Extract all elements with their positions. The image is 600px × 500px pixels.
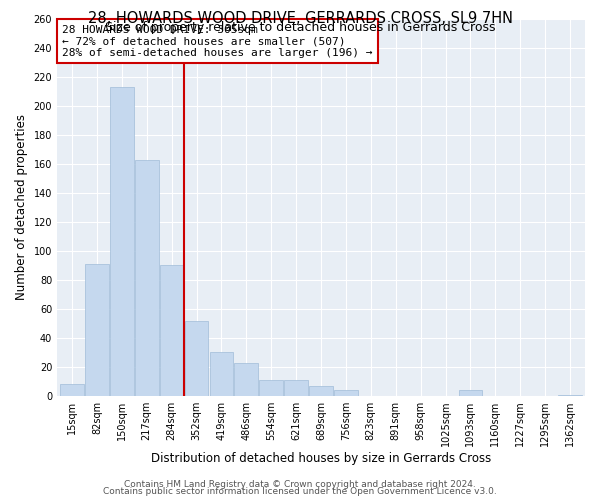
Bar [259, 380, 283, 396]
Bar [110, 87, 134, 396]
Bar [334, 390, 358, 396]
Y-axis label: Number of detached properties: Number of detached properties [15, 114, 28, 300]
Bar [558, 394, 582, 396]
Bar [235, 362, 258, 396]
Bar [85, 264, 109, 396]
Bar [60, 384, 84, 396]
Bar [458, 390, 482, 396]
Text: Contains public sector information licensed under the Open Government Licence v3: Contains public sector information licen… [103, 487, 497, 496]
Bar [160, 266, 184, 396]
Bar [284, 380, 308, 396]
Bar [309, 386, 333, 396]
X-axis label: Distribution of detached houses by size in Gerrards Cross: Distribution of detached houses by size … [151, 452, 491, 465]
Text: Contains HM Land Registry data © Crown copyright and database right 2024.: Contains HM Land Registry data © Crown c… [124, 480, 476, 489]
Text: 28 HOWARDS WOOD DRIVE: 305sqm
← 72% of detached houses are smaller (507)
28% of : 28 HOWARDS WOOD DRIVE: 305sqm ← 72% of d… [62, 24, 373, 58]
Text: Size of property relative to detached houses in Gerrards Cross: Size of property relative to detached ho… [105, 21, 495, 34]
Bar [135, 160, 158, 396]
Text: 28, HOWARDS WOOD DRIVE, GERRARDS CROSS, SL9 7HN: 28, HOWARDS WOOD DRIVE, GERRARDS CROSS, … [88, 11, 512, 26]
Bar [209, 352, 233, 396]
Bar [185, 320, 208, 396]
